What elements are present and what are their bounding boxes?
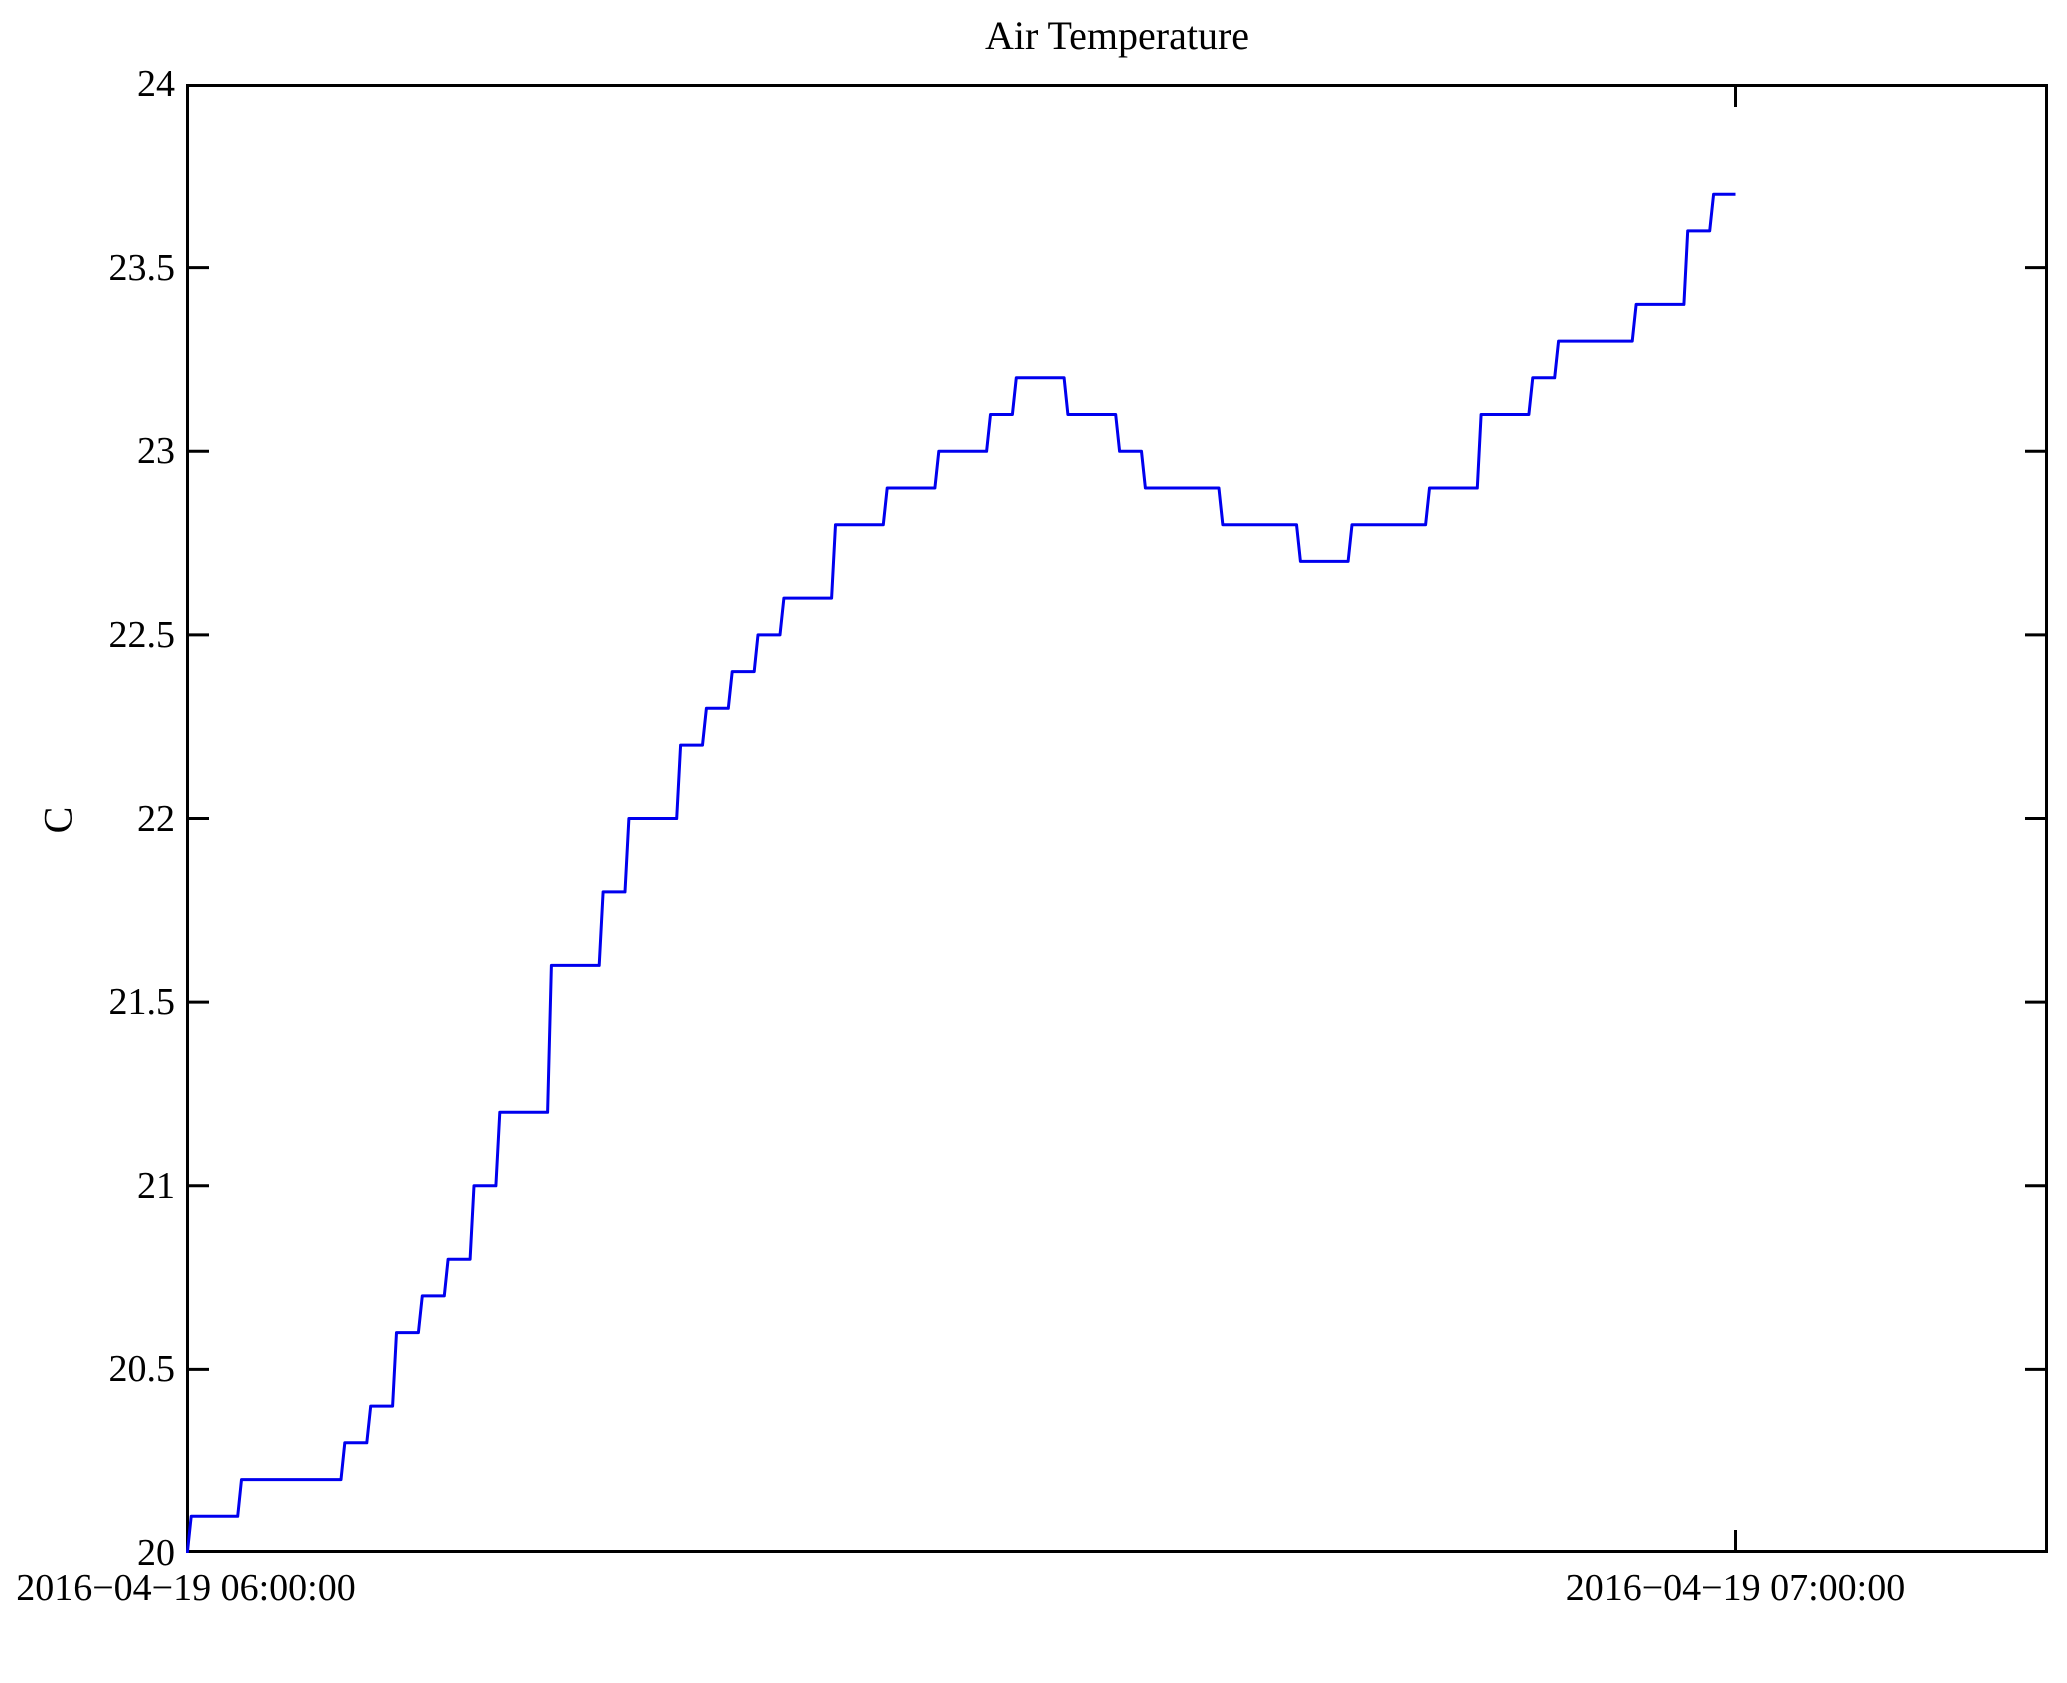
chart-title: Air Temperature <box>984 13 1250 58</box>
y-tick-label: 23 <box>137 430 175 473</box>
temperature-line <box>186 192 1736 1553</box>
y-tick-label: 20.5 <box>108 1348 176 1391</box>
y-tick-label: 21 <box>137 1164 175 1207</box>
y-tick-label: 23.5 <box>108 246 176 289</box>
y-tick-label: 22 <box>137 797 175 840</box>
x-tick-label-end: 2016−04−19 07:00:00 <box>1565 1567 1906 1609</box>
x-tick-label-start: 2016−04−19 06:00:00 <box>16 1567 356 1609</box>
y-tick-label: 21.5 <box>108 981 176 1024</box>
axis-frame <box>186 84 2048 1553</box>
y-tick-label: 24 <box>137 63 175 105</box>
y-tick-label: 20 <box>137 1532 175 1574</box>
plot-area <box>186 84 2048 1553</box>
y-tick-label: 22.5 <box>108 613 176 656</box>
